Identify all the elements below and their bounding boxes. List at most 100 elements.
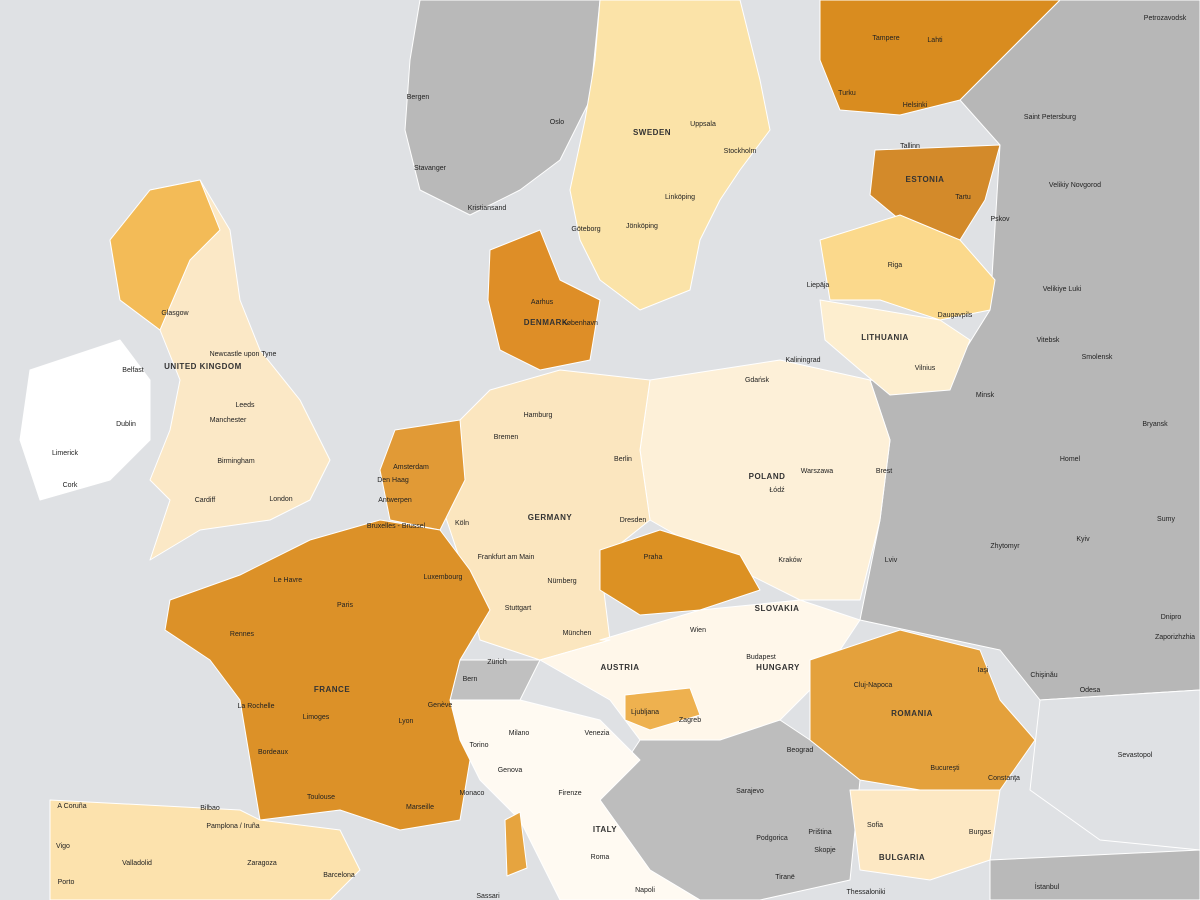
city-label: Warszawa [801, 468, 834, 475]
city-label: Amsterdam [393, 464, 429, 471]
country-label: BULGARIA [879, 853, 925, 862]
country-label: HUNGARY [756, 663, 800, 672]
country-label: ROMANIA [891, 709, 933, 718]
city-label: Rennes [230, 631, 255, 638]
city-label: Beograd [787, 747, 814, 754]
city-label: Homel [1060, 456, 1081, 463]
city-label: München [563, 630, 592, 637]
country-label: AUSTRIA [600, 663, 639, 672]
city-label: Bordeaux [258, 749, 288, 756]
city-label: Bergen [407, 94, 430, 101]
turkey [989, 849, 1200, 900]
finland [819, 0, 1061, 116]
city-label: Sassari [476, 893, 500, 900]
country-label: ITALY [593, 825, 617, 834]
central-europe [539, 599, 861, 741]
city-label: Uppsala [690, 121, 716, 128]
city-label: Vilnius [915, 365, 936, 372]
city-label: Bucureşti [930, 765, 960, 772]
labels: SWEDEN ESTONIA DENMARK UNITED KINGDOM LITHUA… [52, 15, 1195, 900]
country-label: UNITED KINGDOM [164, 362, 242, 371]
city-label: Burgas [969, 829, 992, 836]
city-label: Stockholm [724, 148, 757, 155]
city-label: Newcastle upon Tyne [210, 351, 277, 358]
city-label: Toulouse [307, 794, 335, 801]
city-label: Frankfurt am Main [478, 554, 535, 561]
sweden [569, 0, 771, 311]
city-label: Dresden [620, 517, 647, 524]
city-label: Tampere [872, 35, 899, 42]
italy [449, 699, 701, 900]
lithuania [819, 299, 971, 396]
city-label: Köln [455, 520, 469, 527]
city-label: Cluj-Napoca [854, 682, 893, 689]
city-label: Łódź [769, 487, 785, 494]
slovenia [624, 687, 701, 731]
city-label: Den Haag [377, 477, 409, 484]
city-label: Tiranë [775, 874, 795, 881]
city-label: Sumy [1157, 516, 1175, 523]
city-label: Turku [838, 90, 856, 97]
iberia [49, 799, 361, 900]
czechia [599, 529, 761, 616]
city-label: Bremen [494, 434, 519, 441]
country-label: GERMANY [528, 513, 573, 522]
city-label: Bilbao [200, 805, 220, 812]
city-label: Sofia [867, 822, 883, 829]
city-label: Bryansk [1142, 421, 1168, 428]
city-label: Thessaloniki [847, 889, 886, 896]
city-label: Barcelona [323, 872, 355, 879]
land [19, 0, 1200, 900]
city-label: Hamburg [524, 412, 553, 419]
city-label: Venezia [585, 730, 610, 737]
city-label: Wien [690, 627, 706, 634]
city-label: Roma [591, 854, 610, 861]
city-label: Stuttgart [505, 605, 532, 612]
city-label: Manchester [210, 417, 247, 424]
scotland [109, 179, 221, 331]
city-label: Dublin [116, 421, 136, 428]
city-label: Brest [876, 468, 892, 475]
city-label: Göteborg [571, 226, 600, 233]
city-label: Zhytomyr [990, 543, 1020, 550]
country-label: LITHUANIA [861, 333, 909, 342]
city-label: Zaporizhzhia [1155, 634, 1195, 641]
city-label: Berlin [614, 456, 632, 463]
city-label: Stavanger [414, 165, 447, 172]
city-label: Zaragoza [247, 860, 277, 867]
city-label: Birmingham [217, 458, 255, 465]
city-label: Gdańsk [745, 377, 770, 384]
city-label: Marseille [406, 804, 434, 811]
city-label: Zagreb [679, 717, 701, 724]
city-label: Skopje [814, 847, 836, 854]
romania [809, 629, 1036, 791]
city-label: Vitebsk [1037, 337, 1060, 344]
city-label: Kristiansand [468, 205, 507, 212]
city-label: Kaliningrad [785, 357, 820, 364]
city-label: Lyon [399, 718, 414, 725]
city-label: Napoli [635, 887, 655, 894]
city-label: Tartu [955, 194, 971, 201]
city-label: Antwerpen [378, 497, 412, 504]
city-label: Sarajevo [736, 788, 764, 795]
city-label: Zürich [487, 659, 507, 666]
city-label: Jönköping [626, 223, 658, 230]
city-label: Podgorica [756, 835, 788, 842]
city-label: Belfast [122, 367, 143, 374]
city-label: Kyiv [1076, 536, 1090, 543]
city-label: Pamplona / Iruña [206, 823, 259, 830]
city-label: Genova [498, 767, 523, 774]
city-label: Kraków [778, 557, 802, 564]
city-label: Luxembourg [424, 574, 463, 581]
city-label: Bern [463, 676, 478, 683]
city-label: Constanţa [988, 775, 1020, 782]
country-label: ESTONIA [906, 175, 945, 184]
city-label: İstanbul [1035, 882, 1060, 891]
corsica [504, 811, 528, 877]
city-label: Torino [469, 742, 488, 749]
city-label: Cardiff [195, 497, 216, 504]
city-label: København [562, 320, 598, 327]
city-label: Pskov [990, 216, 1010, 223]
city-label: Liepāja [807, 282, 830, 289]
